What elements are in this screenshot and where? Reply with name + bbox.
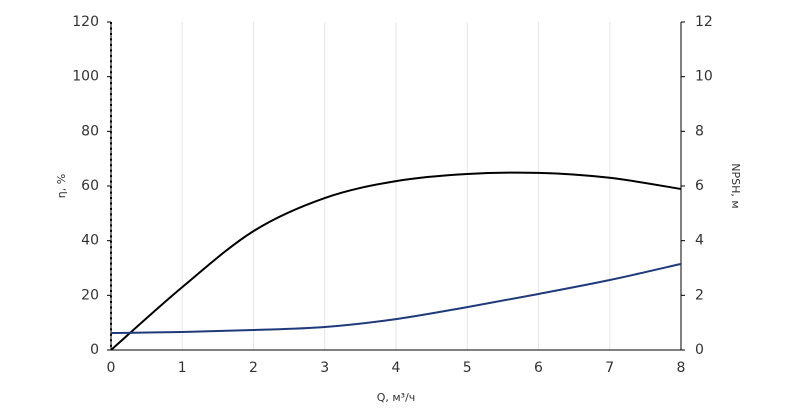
y-tick-label: 0 [90, 342, 99, 358]
x-tick-label: 8 [677, 360, 686, 376]
line-series [110, 262, 682, 335]
y2-tick-label: 6 [695, 178, 704, 194]
y2-tick-label: 12 [695, 14, 713, 30]
y-axis-label: η, % [55, 174, 68, 198]
y2-tick-label: 8 [695, 123, 704, 139]
y-tick-label: 40 [81, 233, 99, 249]
y-tick-label: 100 [72, 69, 99, 85]
x-tick-label: 5 [463, 360, 472, 376]
y2-tick-label: 0 [695, 342, 704, 358]
y-tick-label: 80 [81, 123, 99, 139]
x-tick-label: 2 [249, 360, 258, 376]
y-tick-label: 120 [72, 14, 99, 30]
x-tick-label: 6 [534, 360, 543, 376]
y-tick-label: 20 [81, 287, 99, 303]
y2-axis-label: NPSH, м [729, 163, 742, 208]
x-tick-label: 1 [178, 360, 187, 376]
x-tick-label: 7 [605, 360, 614, 376]
y2-tick-label: 2 [695, 287, 704, 303]
x-tick-label: 3 [320, 360, 329, 376]
x-axis-label: Q, м³/ч [377, 391, 416, 404]
x-tick-label: 0 [107, 360, 116, 376]
y-tick-label: 60 [81, 178, 99, 194]
line-series [110, 171, 682, 351]
y2-tick-label: 4 [695, 233, 704, 249]
x-tick-label: 4 [392, 360, 401, 376]
y2-tick-label: 10 [695, 69, 713, 85]
